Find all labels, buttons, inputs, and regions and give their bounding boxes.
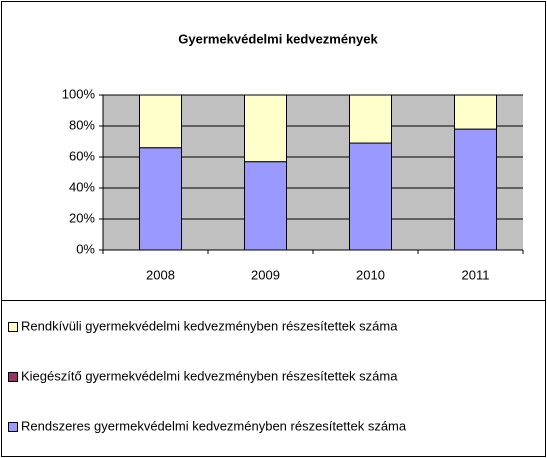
bar-segment: [139, 147, 182, 251]
y-tick-label: 20%: [69, 210, 95, 225]
y-tick-label: 60%: [69, 148, 95, 163]
y-tick-label: 40%: [69, 179, 95, 194]
x-tick-label: 2009: [251, 267, 280, 282]
x-tick-label: 2010: [356, 267, 385, 282]
bar-segment: [244, 161, 287, 251]
chart-title: Gyermekvédelmi kedvezmények: [178, 31, 378, 46]
legend: Rendszeres gyermekvédelmi kedvezményben …: [8, 318, 407, 433]
legend-swatch: [8, 372, 18, 382]
bar-segment: [454, 128, 497, 251]
bar-segment: [244, 94, 287, 163]
x-tick-label: 2008: [146, 267, 175, 282]
x-tick-label: 2011: [462, 267, 490, 282]
bar-segment: [454, 94, 497, 130]
bar-segment: [349, 94, 392, 144]
bar-segment: [139, 94, 182, 149]
legend-label: Rendkívüli gyermekvédelmi kedvezményben …: [21, 318, 398, 333]
legend-swatch: [8, 422, 18, 432]
legend-label: Rendszeres gyermekvédelmi kedvezményben …: [21, 418, 407, 433]
y-tick-label: 0%: [76, 241, 95, 256]
legend-swatch: [8, 322, 18, 332]
legend-label: Kiegészítő gyermekvédelmi kedvezményben …: [21, 368, 398, 383]
y-tick-label: 80%: [69, 117, 95, 132]
bar-segment: [349, 142, 392, 251]
y-tick-label: 100%: [62, 86, 96, 101]
